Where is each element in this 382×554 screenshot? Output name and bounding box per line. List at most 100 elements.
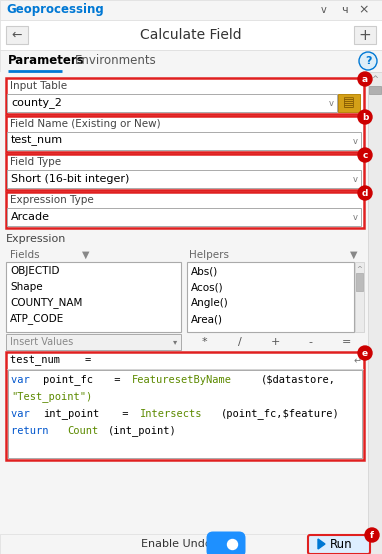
Bar (6, 116, 364, 152)
Bar (356, 273, 363, 291)
Text: ▼: ▼ (82, 250, 90, 260)
Text: Calculate Field: Calculate Field (140, 28, 242, 42)
Text: test_num: test_num (11, 136, 63, 146)
Text: v: v (353, 175, 358, 183)
Bar (6, 334, 181, 350)
Bar (7, 208, 361, 226)
Text: *: * (202, 337, 207, 347)
Bar (355, 262, 364, 332)
Text: ←: ← (12, 28, 22, 42)
Text: ^: ^ (356, 266, 362, 272)
Bar (0, 20, 382, 50)
Text: v: v (321, 5, 327, 15)
Text: test_num    =: test_num = (10, 356, 91, 366)
Text: COUNTY_NAM: COUNTY_NAM (10, 297, 83, 309)
Text: +: + (359, 28, 371, 43)
Circle shape (365, 528, 379, 542)
Bar (338, 94, 360, 112)
Text: ATP_CODE: ATP_CODE (10, 314, 64, 325)
Text: ▾: ▾ (173, 337, 177, 346)
Text: +: + (271, 337, 280, 347)
Text: Intersects: Intersects (140, 409, 202, 419)
Text: ($datastore,: ($datastore, (261, 375, 336, 385)
Text: var: var (11, 375, 36, 385)
Text: OBJECTID: OBJECTID (10, 266, 60, 276)
Text: Count: Count (68, 426, 99, 436)
Bar (7, 170, 361, 188)
Text: Input Table: Input Table (10, 81, 67, 91)
Circle shape (358, 148, 372, 162)
Text: Environments: Environments (75, 54, 157, 68)
Text: e: e (362, 348, 368, 357)
Text: var: var (11, 409, 36, 419)
Bar (7, 94, 337, 112)
Text: "Test_point"): "Test_point") (11, 392, 92, 402)
Text: Acos(): Acos() (191, 282, 223, 292)
Text: f: f (370, 531, 374, 540)
Text: =: = (116, 409, 134, 419)
Text: (int_point): (int_point) (108, 425, 176, 437)
Text: (point_fc,$feature): (point_fc,$feature) (221, 408, 340, 419)
Bar (8, 370, 362, 458)
Text: d: d (362, 188, 368, 197)
Text: =: = (342, 337, 351, 347)
Text: Parameters: Parameters (8, 54, 85, 68)
Circle shape (358, 110, 372, 124)
Text: Area(): Area() (191, 314, 223, 324)
Bar (6, 262, 181, 332)
Text: Arcade: Arcade (11, 212, 50, 222)
Text: Field Name (Existing or New): Field Name (Existing or New) (10, 119, 160, 129)
Text: ^: ^ (372, 75, 379, 85)
Text: Angle(): Angle() (191, 298, 229, 308)
Text: v: v (353, 136, 358, 146)
Text: ч: ч (341, 5, 347, 15)
Circle shape (358, 346, 372, 360)
Text: county_2: county_2 (11, 98, 62, 109)
Bar (0, 50, 382, 72)
Text: Geoprocessing: Geoprocessing (6, 3, 104, 17)
Text: ▼: ▼ (350, 250, 358, 260)
Text: ?: ? (365, 56, 371, 66)
Text: ▤: ▤ (343, 96, 355, 110)
Text: Abs(): Abs() (191, 266, 218, 276)
Bar (368, 72, 382, 554)
Bar (354, 26, 376, 44)
Text: -: - (309, 337, 313, 347)
FancyBboxPatch shape (207, 531, 246, 554)
Circle shape (228, 540, 238, 550)
Text: Short (16-bit integer): Short (16-bit integer) (11, 174, 129, 184)
Text: Shape: Shape (10, 282, 43, 292)
Text: v: v (329, 99, 333, 107)
Text: Fields: Fields (10, 250, 40, 260)
Polygon shape (318, 539, 325, 549)
Bar (6, 352, 364, 460)
Circle shape (358, 186, 372, 200)
Bar (369, 86, 381, 94)
Text: Field Type: Field Type (10, 157, 61, 167)
Bar (0, 72, 382, 554)
Text: point_fc: point_fc (43, 375, 93, 386)
Bar (187, 262, 354, 332)
Text: Enable Undo: Enable Undo (141, 539, 212, 549)
Text: v: v (353, 213, 358, 222)
Text: Insert Values: Insert Values (10, 337, 73, 347)
Bar (0, 534, 382, 554)
Circle shape (359, 52, 377, 70)
Text: c: c (362, 151, 368, 160)
Bar (7, 132, 361, 150)
Text: return: return (11, 426, 55, 436)
FancyBboxPatch shape (308, 535, 370, 554)
Text: /: / (238, 337, 242, 347)
Bar (6, 26, 28, 44)
Text: ↵: ↵ (354, 356, 362, 366)
Text: Expression Type: Expression Type (10, 195, 94, 205)
Bar (6, 78, 364, 114)
Text: =: = (108, 375, 126, 385)
Text: a: a (362, 74, 368, 84)
Bar (6, 154, 364, 190)
Text: FeaturesetByName: FeaturesetByName (132, 375, 232, 385)
Text: Helpers: Helpers (189, 250, 229, 260)
Text: ×: × (359, 3, 369, 17)
Text: Expression: Expression (6, 234, 66, 244)
Text: Run: Run (330, 537, 353, 551)
